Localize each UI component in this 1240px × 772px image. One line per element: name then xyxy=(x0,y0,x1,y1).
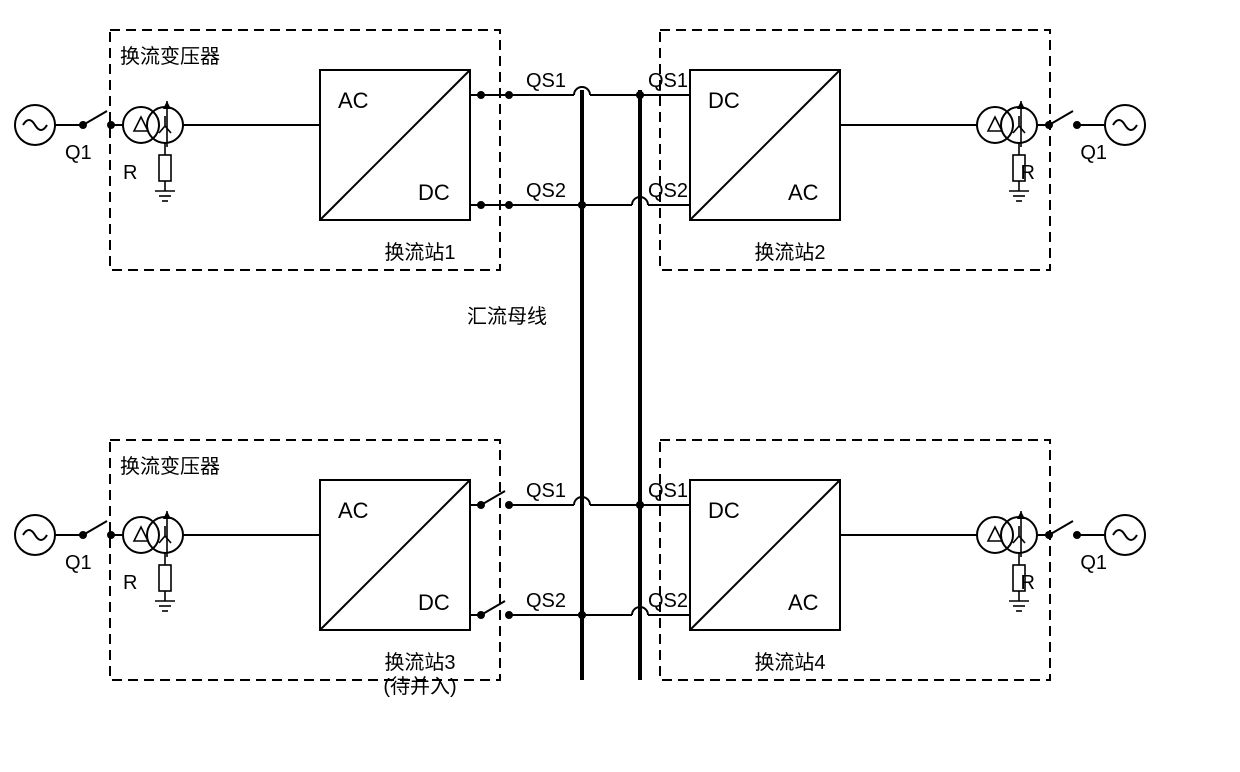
svg-text:R: R xyxy=(123,572,137,594)
svg-text:Q1: Q1 xyxy=(1080,142,1107,164)
svg-text:AC: AC xyxy=(338,498,369,523)
station-s4 xyxy=(660,440,1050,680)
svg-text:R: R xyxy=(1021,162,1035,184)
qs1-label: QS1 xyxy=(526,70,566,92)
svg-text:R: R xyxy=(123,162,137,184)
qs2-label: QS2 xyxy=(648,590,688,612)
qs2-label: QS2 xyxy=(648,180,688,202)
svg-text:DC: DC xyxy=(418,180,450,205)
svg-text:R: R xyxy=(1021,572,1035,594)
svg-text:Q1: Q1 xyxy=(1080,552,1107,574)
svg-text:DC: DC xyxy=(418,590,450,615)
xformer-label-s3: 换流变压器 xyxy=(120,450,220,479)
svg-text:Q1: Q1 xyxy=(65,142,92,164)
svg-text:Q1: Q1 xyxy=(65,552,92,574)
qs2-label: QS2 xyxy=(526,590,566,612)
svg-text:AC: AC xyxy=(338,88,369,113)
station-name-s4: 换流站4 xyxy=(700,646,880,675)
circuit-diagram: AC DC QS1 QS2 Q1 R DC AC QS1 QS2 Q1 R AC DC QS1 QS2 Q1 R D… xyxy=(0,0,1240,772)
svg-text:AC: AC xyxy=(788,590,819,615)
svg-text:DC: DC xyxy=(708,88,740,113)
station-name-s1: 换流站1 xyxy=(330,236,510,265)
station-name-s2: 换流站2 xyxy=(700,236,880,265)
svg-text:DC: DC xyxy=(708,498,740,523)
qs2-label: QS2 xyxy=(526,180,566,202)
qs1-label: QS1 xyxy=(648,70,688,92)
xformer-label-s1: 换流变压器 xyxy=(120,40,220,69)
qs1-label: QS1 xyxy=(526,480,566,502)
qs1-label: QS1 xyxy=(648,480,688,502)
station-s2 xyxy=(660,30,1050,270)
busbar-label: 汇流母线 xyxy=(467,300,547,329)
station-subname-s3: (待并入) xyxy=(330,670,510,699)
svg-text:AC: AC xyxy=(788,180,819,205)
